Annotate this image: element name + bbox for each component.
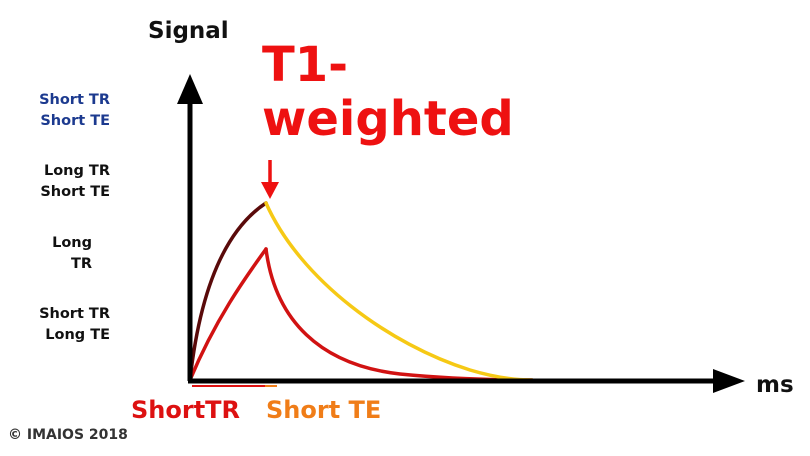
- t1-weighted-title: T1- weighted: [262, 37, 514, 147]
- side-label-long-tr-short-te: Long TR Short TE: [40, 163, 110, 200]
- indicator-arrow-head: [261, 182, 279, 199]
- lower-decay-curve: [264, 247, 534, 382]
- side-label-long-tr: Long TR: [52, 235, 92, 272]
- lower-recovery-curve: [188, 247, 268, 382]
- upper-recovery-curve: [188, 201, 268, 382]
- y-axis-arrowhead: [177, 74, 203, 104]
- y-axis-label: Signal: [148, 18, 229, 44]
- copyright-notice: © IMAIOS 2018: [8, 427, 128, 443]
- side-label-short-tr-long-te: Short TR Long TE: [39, 306, 110, 343]
- x-axis-label: ms: [756, 372, 794, 398]
- upper-decay-curve: [264, 201, 534, 382]
- short-tr-label: ShortTR: [131, 396, 241, 424]
- side-label-short-tr-short-te: Short TR Short TE: [39, 92, 110, 129]
- x-axis-arrowhead: [713, 369, 745, 393]
- short-te-label: Short TE: [266, 396, 382, 424]
